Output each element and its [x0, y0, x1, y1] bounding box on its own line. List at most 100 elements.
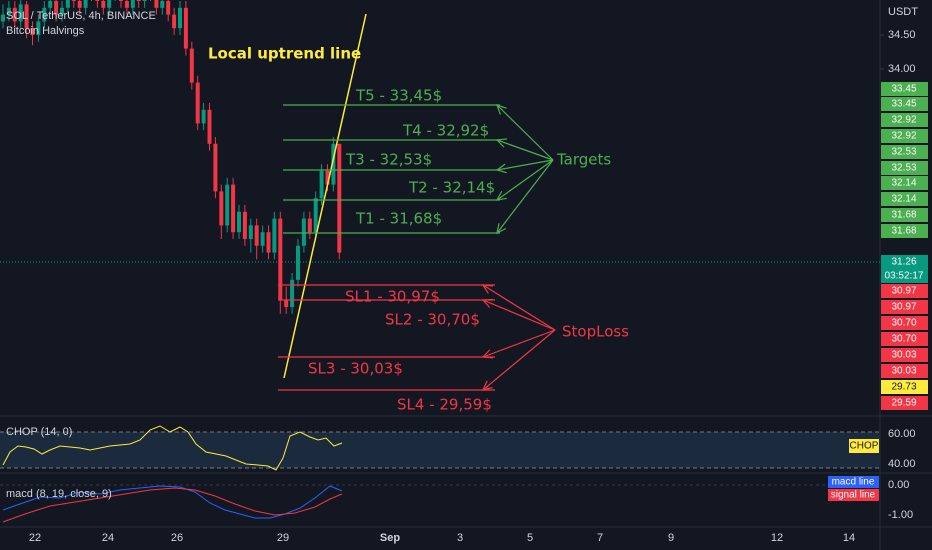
candle-body — [337, 143, 342, 253]
price-label: 29.59 — [891, 398, 916, 409]
candle-body — [60, 7, 64, 15]
candle-body — [301, 218, 306, 246]
price-label-box — [881, 255, 928, 269]
stoploss-label: SL4 - 29,59$ — [397, 396, 492, 414]
candle-body — [77, 1, 82, 8]
chop-band — [0, 432, 880, 468]
candle-body — [213, 143, 218, 192]
price-label-box — [881, 97, 928, 111]
arrow-shaft — [482, 329, 556, 358]
price-label-box — [881, 208, 928, 222]
time-tick-label: 22 — [29, 532, 41, 544]
candle-body — [136, 0, 141, 1]
price-label: 31.68 — [891, 210, 916, 221]
candle-body — [48, 1, 53, 8]
price-label: 32.14 — [891, 178, 916, 189]
candle-body — [219, 191, 224, 226]
price-label-box — [881, 332, 928, 346]
candle-body — [237, 211, 241, 233]
stoploss-label: SL2 - 30,70$ — [385, 311, 480, 329]
candle-body — [183, 7, 188, 49]
trend-line-label: Local uptrend line — [208, 45, 361, 63]
time-tick-label: 3 — [457, 532, 463, 544]
chop-title: CHOP (14, 0) — [6, 426, 72, 438]
candle-body — [254, 225, 259, 246]
price-label-box — [881, 145, 928, 159]
targets-label: Targets — [556, 151, 611, 169]
candle-body — [319, 171, 324, 199]
time-tick-label: 24 — [102, 532, 114, 544]
candle-body — [325, 171, 330, 185]
time-tick-label: 7 — [597, 532, 603, 544]
candle-body — [172, 14, 177, 29]
candle-body — [71, 0, 76, 1]
candle-body — [101, 1, 106, 8]
candle-body — [307, 218, 312, 233]
candle-body — [313, 198, 318, 233]
arrow-shaft — [482, 284, 556, 331]
price-label: 03:52:17 — [885, 271, 924, 282]
legend-box — [828, 489, 879, 501]
candle-body — [296, 245, 300, 280]
candle-body — [124, 1, 129, 8]
candle-body — [83, 0, 88, 8]
arrow-shaft — [496, 139, 554, 161]
currency-label: USDT — [888, 6, 918, 18]
candle-body — [65, 0, 70, 8]
chop-tick: 60.00 — [888, 428, 916, 440]
macd-line — [2, 485, 343, 519]
arrow-head — [496, 223, 507, 235]
candle-body — [30, 28, 35, 35]
candle-body — [107, 0, 112, 8]
symbol-title: SOL / TetherUS, 4h, BINANCE — [6, 10, 156, 22]
chop-tag-box — [849, 439, 879, 453]
target-label: T1 - 31,68$ — [355, 210, 442, 228]
candle-body — [178, 7, 182, 29]
arrow-head — [481, 349, 494, 359]
price-label-box — [881, 380, 928, 394]
arrow-head — [495, 190, 507, 201]
candle-body — [130, 0, 135, 8]
chop-tick: 40.00 — [888, 458, 916, 470]
legend-entry: signal line — [831, 490, 876, 501]
price-label-box — [881, 129, 928, 143]
candle-body — [231, 184, 236, 233]
arrow-head — [495, 138, 508, 148]
legend-box — [828, 476, 879, 488]
chop-line — [2, 425, 343, 471]
chop-tag: CHOP — [850, 441, 879, 452]
candle-body — [95, 0, 100, 1]
price-label: 30.97 — [891, 286, 916, 297]
indicator-name: Bitcoin Halvings — [6, 25, 85, 37]
candle-body — [248, 225, 253, 239]
time-tick-label: 12 — [771, 532, 783, 544]
price-label-box — [881, 348, 928, 362]
stoploss-label: StopLoss — [562, 323, 629, 341]
price-label: 30.03 — [891, 350, 916, 361]
candle-body — [160, 1, 165, 8]
arrow-head — [496, 104, 507, 115]
price-label-box — [881, 82, 928, 96]
price-label: 29.73 — [891, 382, 916, 393]
price-label: 31.26 — [891, 257, 916, 268]
time-tick-label: 14 — [843, 532, 855, 544]
time-tick-label: 29 — [277, 532, 289, 544]
candle-body — [242, 211, 247, 239]
stoploss-label: SL1 - 30,97$ — [345, 288, 440, 306]
arrow-shaft — [496, 159, 554, 201]
price-label: 30.97 — [891, 302, 916, 313]
arrow-head — [481, 284, 494, 294]
candle-body — [189, 48, 194, 83]
price-label: 32.92 — [891, 131, 916, 142]
candle-body — [119, 0, 123, 1]
time-tick-label: 5 — [527, 532, 533, 544]
annotations: T5 - 33,45$ T4 - 32,92$ T3 - 32,53$ T2 - 32… — [278, 87, 556, 414]
time-tick-label: Sep — [380, 532, 400, 544]
price-label: 30.03 — [891, 366, 916, 377]
price-label-box — [881, 192, 928, 206]
candle-body — [195, 82, 200, 124]
candle-body — [42, 7, 47, 22]
